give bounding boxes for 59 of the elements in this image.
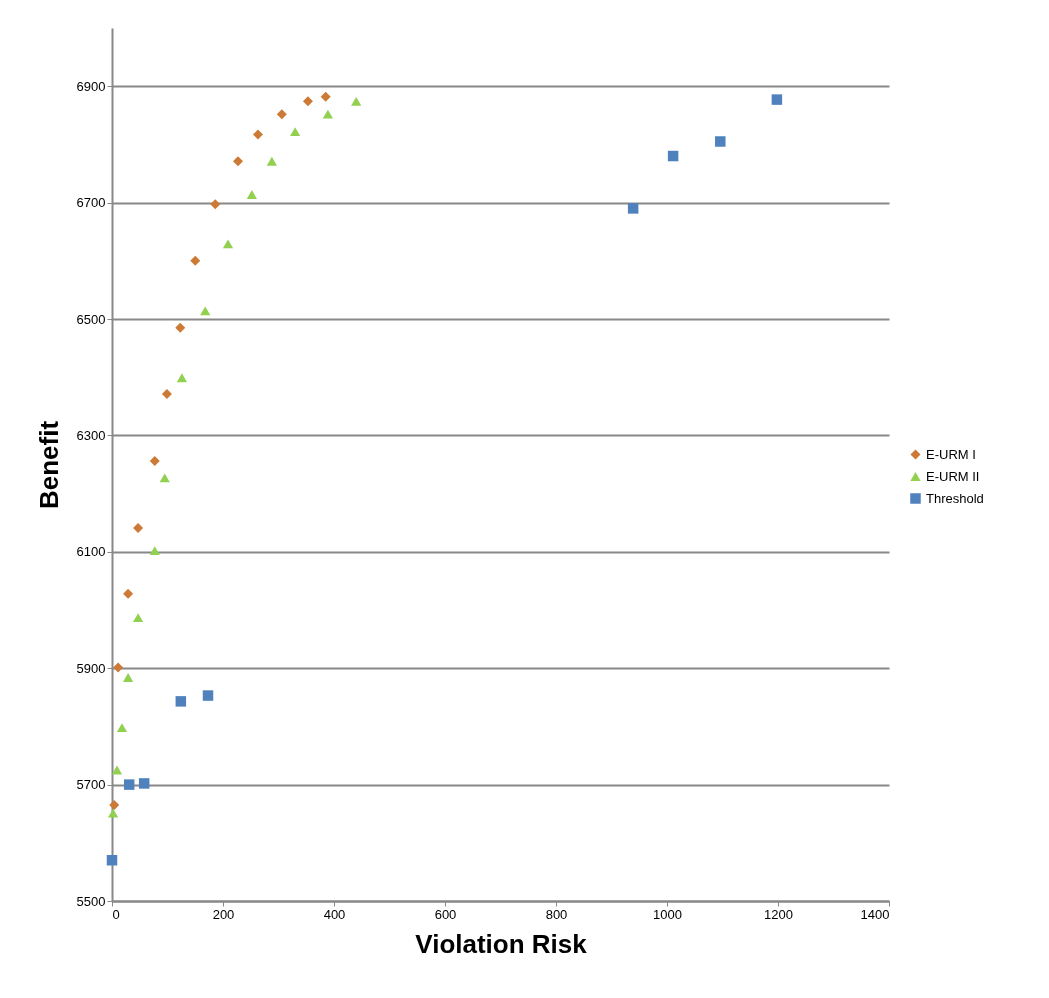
y-tick-label: 6500 bbox=[76, 311, 106, 327]
point bbox=[132, 613, 144, 622]
point bbox=[302, 96, 313, 107]
point bbox=[715, 136, 726, 147]
x-tick-label: 600 bbox=[434, 906, 457, 922]
point bbox=[133, 522, 144, 533]
x-axis-title: Violation Risk bbox=[415, 928, 588, 959]
point bbox=[107, 808, 119, 818]
x-tick-label: 200 bbox=[212, 906, 235, 922]
point bbox=[222, 239, 234, 249]
point bbox=[771, 94, 783, 105]
point bbox=[290, 127, 301, 137]
x-tick-label: 1200 bbox=[764, 906, 793, 922]
point bbox=[159, 473, 170, 483]
point bbox=[210, 199, 221, 210]
point bbox=[276, 109, 287, 120]
point bbox=[109, 799, 120, 810]
point bbox=[175, 696, 187, 707]
point bbox=[232, 156, 243, 167]
legend-label: Threshold bbox=[926, 490, 984, 506]
point bbox=[266, 156, 277, 166]
point bbox=[246, 190, 257, 199]
point bbox=[113, 662, 124, 673]
point bbox=[123, 779, 135, 790]
point bbox=[667, 150, 679, 162]
point bbox=[123, 588, 134, 599]
legend-label: E-URM I bbox=[926, 446, 976, 462]
x-tick-label: 800 bbox=[545, 906, 568, 922]
y-tick-label: 5500 bbox=[76, 893, 106, 909]
x-tick-label: 1000 bbox=[653, 906, 682, 922]
point bbox=[202, 690, 214, 701]
point bbox=[200, 306, 211, 316]
point bbox=[176, 373, 188, 383]
y-tick-label: 6300 bbox=[76, 427, 106, 443]
y-tick-label: 5700 bbox=[76, 777, 106, 793]
point bbox=[627, 203, 639, 214]
y-tick-label: 6900 bbox=[76, 78, 106, 94]
x-tick-label: 0 bbox=[112, 906, 120, 922]
point bbox=[122, 673, 134, 682]
y-tick-label: 6100 bbox=[76, 544, 106, 560]
point bbox=[175, 322, 186, 333]
point bbox=[116, 723, 128, 732]
point bbox=[351, 96, 362, 106]
y-tick-label: 5900 bbox=[76, 660, 106, 676]
point bbox=[322, 109, 334, 119]
point bbox=[106, 855, 118, 866]
point bbox=[138, 778, 150, 789]
x-tick-label: 1400 bbox=[860, 906, 890, 922]
point bbox=[161, 389, 172, 400]
y-tick-label: 6700 bbox=[76, 195, 106, 211]
legend-label: E-URM II bbox=[926, 468, 980, 484]
y-axis-title: Benefit bbox=[33, 420, 64, 510]
point bbox=[190, 255, 201, 266]
point bbox=[111, 765, 123, 775]
x-tick-label: 400 bbox=[323, 906, 346, 922]
point bbox=[252, 129, 263, 140]
point bbox=[320, 91, 331, 102]
point bbox=[149, 456, 160, 467]
point bbox=[149, 546, 160, 556]
